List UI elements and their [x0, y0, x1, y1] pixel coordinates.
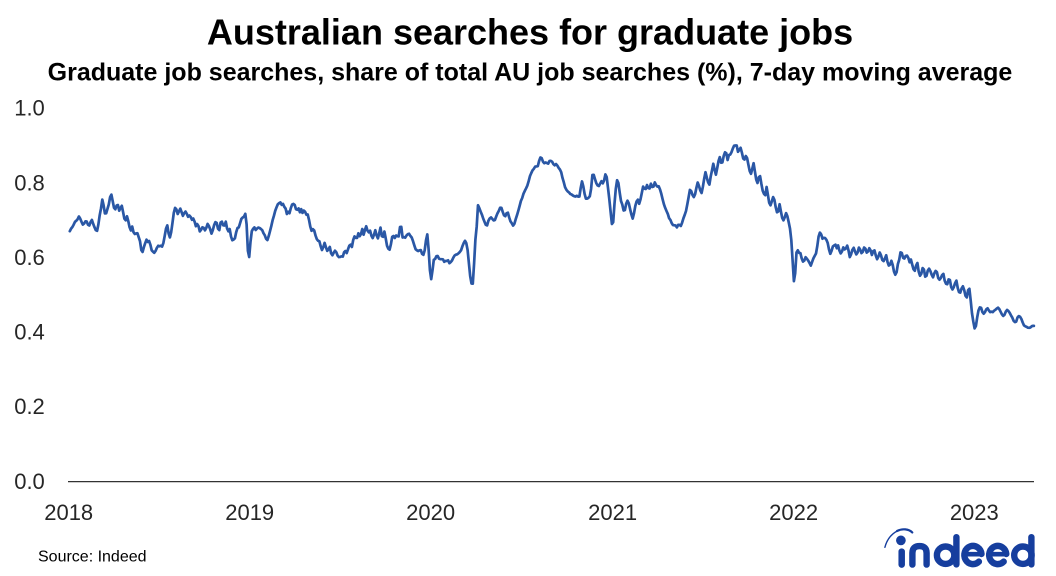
svg-text:1.0: 1.0 [14, 96, 45, 121]
svg-text:2022: 2022 [769, 500, 818, 525]
svg-text:2021: 2021 [588, 500, 637, 525]
svg-text:Australian searches for gradua: Australian searches for graduate jobs [207, 12, 853, 53]
svg-text:2023: 2023 [950, 500, 999, 525]
svg-text:2020: 2020 [406, 500, 455, 525]
svg-text:2018: 2018 [44, 500, 93, 525]
svg-text:0.6: 0.6 [14, 245, 45, 270]
svg-text:0.0: 0.0 [14, 469, 45, 494]
svg-text:Graduate job searches, share o: Graduate job searches, share of total AU… [48, 59, 1013, 87]
svg-text:0.2: 0.2 [14, 394, 45, 419]
svg-text:2019: 2019 [225, 500, 274, 525]
svg-text:0.4: 0.4 [14, 319, 45, 344]
svg-text:Source: Indeed: Source: Indeed [38, 549, 147, 566]
svg-text:0.8: 0.8 [14, 170, 45, 195]
